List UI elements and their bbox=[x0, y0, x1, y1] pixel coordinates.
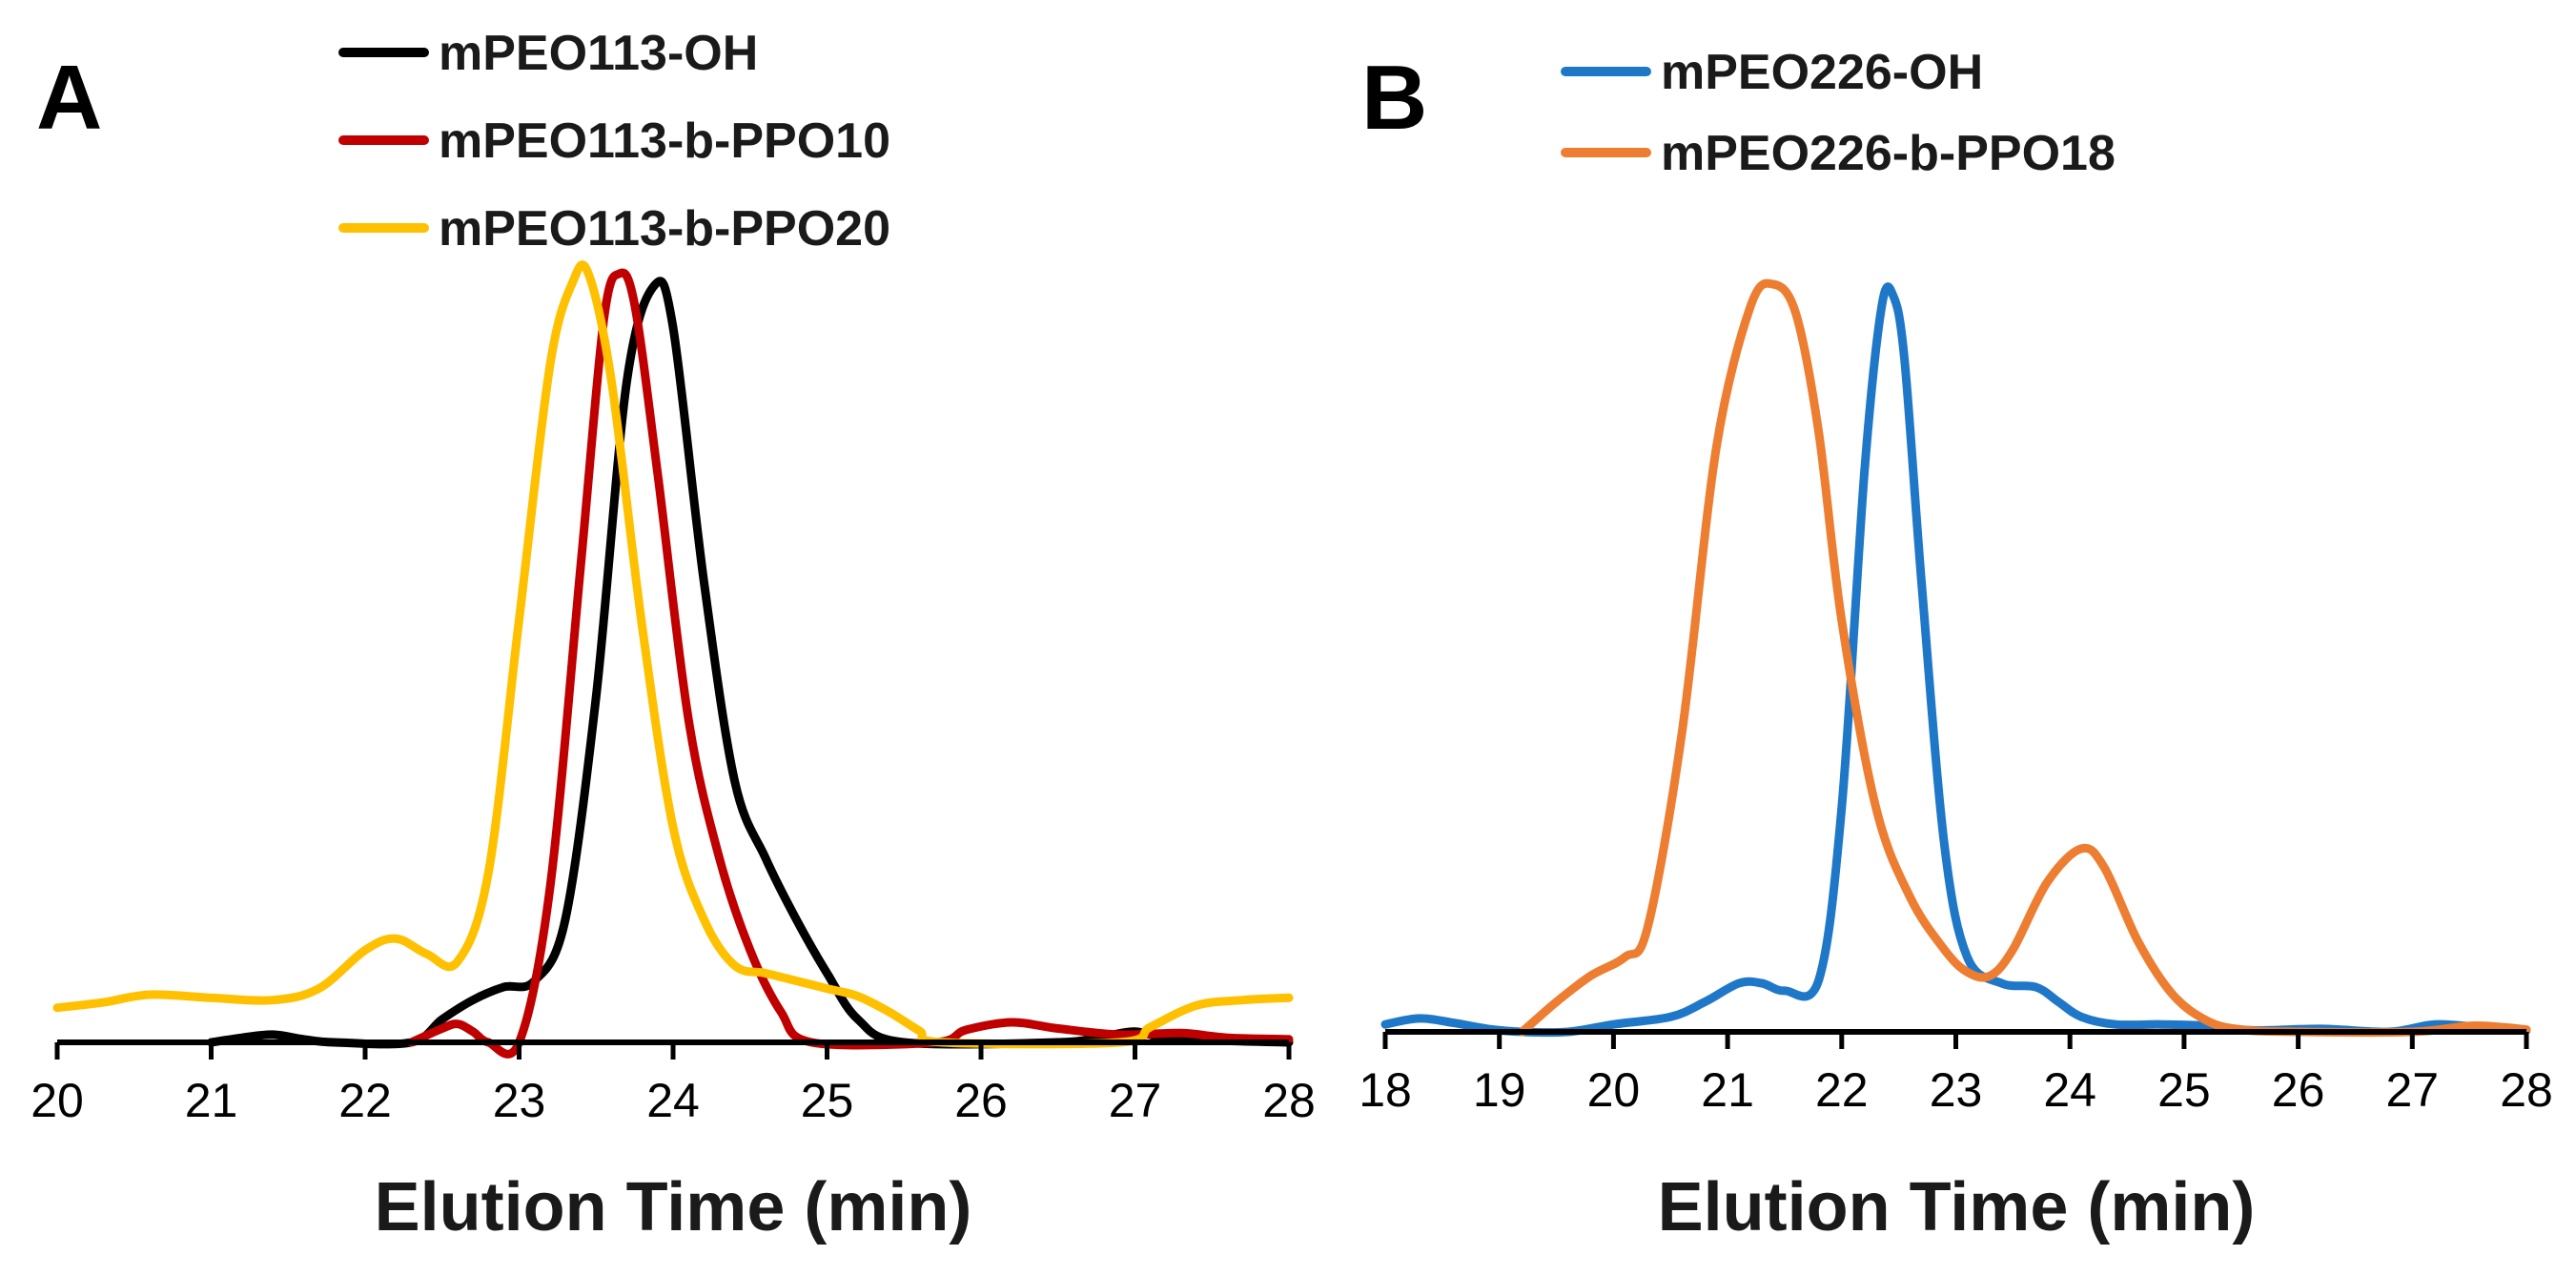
series-line-mPEO226-OH bbox=[1380, 282, 2531, 1038]
panel-b-label: B bbox=[1361, 47, 1427, 149]
x-tick-label: 24 bbox=[2043, 1063, 2096, 1117]
x-tick-label: 26 bbox=[2272, 1063, 2325, 1117]
legend-label: mPEO113-b-PPO20 bbox=[439, 201, 890, 257]
x-tick-label: 22 bbox=[1815, 1063, 1869, 1117]
series-group-a bbox=[52, 260, 1294, 1059]
x-tick-label: 27 bbox=[2385, 1063, 2439, 1117]
series-line-mPEO113-OH bbox=[207, 277, 1294, 1049]
x-tick-label: 23 bbox=[1930, 1063, 1983, 1117]
chart-panel-a: A mPEO113-OH mPEO113-b-PPO10 mPEO113-b-PPO… bbox=[31, 26, 1316, 1245]
chart-panel-b: B mPEO226-OH mPEO226-b-PPO18 18 19 20 21 22 23… bbox=[1359, 45, 2553, 1245]
x-tick-label: 25 bbox=[2157, 1063, 2211, 1117]
legend-a: mPEO113-OH mPEO113-b-PPO10 mPEO113-b-PPO20 bbox=[338, 26, 890, 257]
x-axis-title-a: Elution Time (min) bbox=[375, 1169, 972, 1245]
x-ticks-b: 18 19 20 21 22 23 24 25 26 27 28 bbox=[1359, 1032, 2553, 1117]
x-tick-label: 19 bbox=[1473, 1063, 1526, 1117]
x-tick-label: 25 bbox=[801, 1074, 854, 1127]
legend-label: mPEO113-b-PPO10 bbox=[439, 113, 890, 169]
x-tick-label: 28 bbox=[2500, 1063, 2553, 1117]
x-tick-label: 21 bbox=[1701, 1063, 1754, 1117]
x-tick-label: 27 bbox=[1109, 1074, 1162, 1127]
legend-label: mPEO113-OH bbox=[439, 26, 758, 81]
series-line-mPEO226-b-PPO18 bbox=[1518, 278, 2531, 1038]
legend-label: mPEO226-b-PPO18 bbox=[1661, 126, 2116, 181]
legend-label: mPEO226-OH bbox=[1661, 45, 1983, 100]
x-tick-label: 18 bbox=[1359, 1063, 1412, 1117]
legend-b: mPEO226-OH mPEO226-b-PPO18 bbox=[1561, 45, 2116, 181]
x-tick-label: 22 bbox=[338, 1074, 392, 1127]
x-tick-label: 24 bbox=[646, 1074, 700, 1127]
x-ticks-a: 20 21 22 23 24 25 26 27 28 bbox=[31, 1042, 1316, 1127]
x-tick-label: 28 bbox=[1262, 1074, 1316, 1127]
x-axis-title-b: Elution Time (min) bbox=[1658, 1169, 2256, 1245]
series-line-mPEO113-b-PPO20 bbox=[52, 260, 1294, 1049]
panel-a-label: A bbox=[36, 47, 102, 149]
x-tick-label: 20 bbox=[31, 1074, 84, 1127]
x-tick-label: 26 bbox=[954, 1074, 1008, 1127]
series-group-b bbox=[1380, 278, 2531, 1038]
x-tick-label: 23 bbox=[493, 1074, 546, 1127]
x-tick-label: 20 bbox=[1587, 1063, 1641, 1117]
x-tick-label: 21 bbox=[185, 1074, 238, 1127]
